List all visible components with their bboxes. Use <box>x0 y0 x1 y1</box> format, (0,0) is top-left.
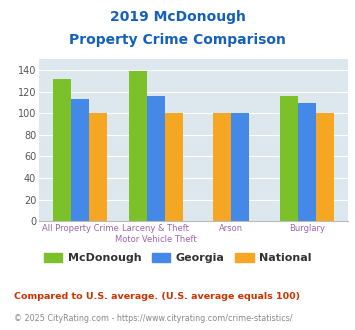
Bar <box>71 99 89 221</box>
Bar <box>129 71 147 221</box>
Bar <box>279 96 297 221</box>
Text: Property Crime Comparison: Property Crime Comparison <box>69 33 286 47</box>
Bar <box>213 113 231 221</box>
Bar <box>89 113 108 221</box>
Bar <box>316 113 334 221</box>
Bar <box>53 79 71 221</box>
Bar <box>297 103 316 221</box>
Text: © 2025 CityRating.com - https://www.cityrating.com/crime-statistics/: © 2025 CityRating.com - https://www.city… <box>14 314 293 323</box>
Bar <box>147 96 165 221</box>
Bar <box>165 113 183 221</box>
Bar <box>231 113 249 221</box>
Text: Compared to U.S. average. (U.S. average equals 100): Compared to U.S. average. (U.S. average … <box>14 292 300 301</box>
Text: 2019 McDonough: 2019 McDonough <box>110 10 245 24</box>
Legend: McDonough, Georgia, National: McDonough, Georgia, National <box>39 248 316 267</box>
